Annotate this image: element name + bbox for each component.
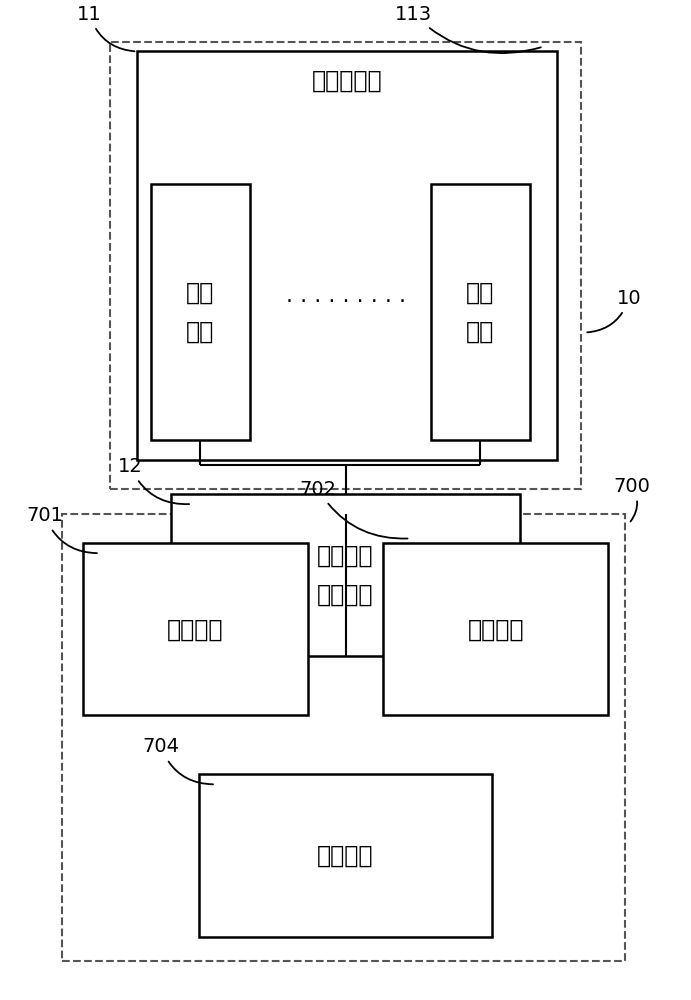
Text: 10: 10 <box>587 289 641 332</box>
Text: 固定能源
监控模块: 固定能源 监控模块 <box>317 544 374 607</box>
Text: 均衡单元: 均衡单元 <box>317 844 374 868</box>
Bar <box>151 184 250 440</box>
Text: 113: 113 <box>395 5 541 53</box>
Bar <box>110 42 581 489</box>
Bar <box>199 774 492 937</box>
Bar <box>83 543 308 715</box>
Text: 704: 704 <box>142 737 213 784</box>
Text: · · · · · · · · ·: · · · · · · · · · <box>285 292 406 312</box>
Text: 700: 700 <box>614 477 651 521</box>
Bar <box>138 51 557 460</box>
Bar <box>383 543 608 715</box>
Text: 701: 701 <box>27 506 97 553</box>
Text: 测试电池组: 测试电池组 <box>312 69 383 93</box>
Text: 单体
电池: 单体 电池 <box>187 281 215 344</box>
Bar <box>62 514 625 961</box>
Text: 单体
电池: 单体 电池 <box>466 281 495 344</box>
Text: 11: 11 <box>77 5 135 51</box>
Bar <box>171 494 520 656</box>
Text: 702: 702 <box>300 480 408 539</box>
Bar <box>430 184 530 440</box>
Text: 监测单元: 监测单元 <box>167 617 224 641</box>
Text: 诊断单元: 诊断单元 <box>467 617 524 641</box>
Text: 12: 12 <box>118 457 189 504</box>
